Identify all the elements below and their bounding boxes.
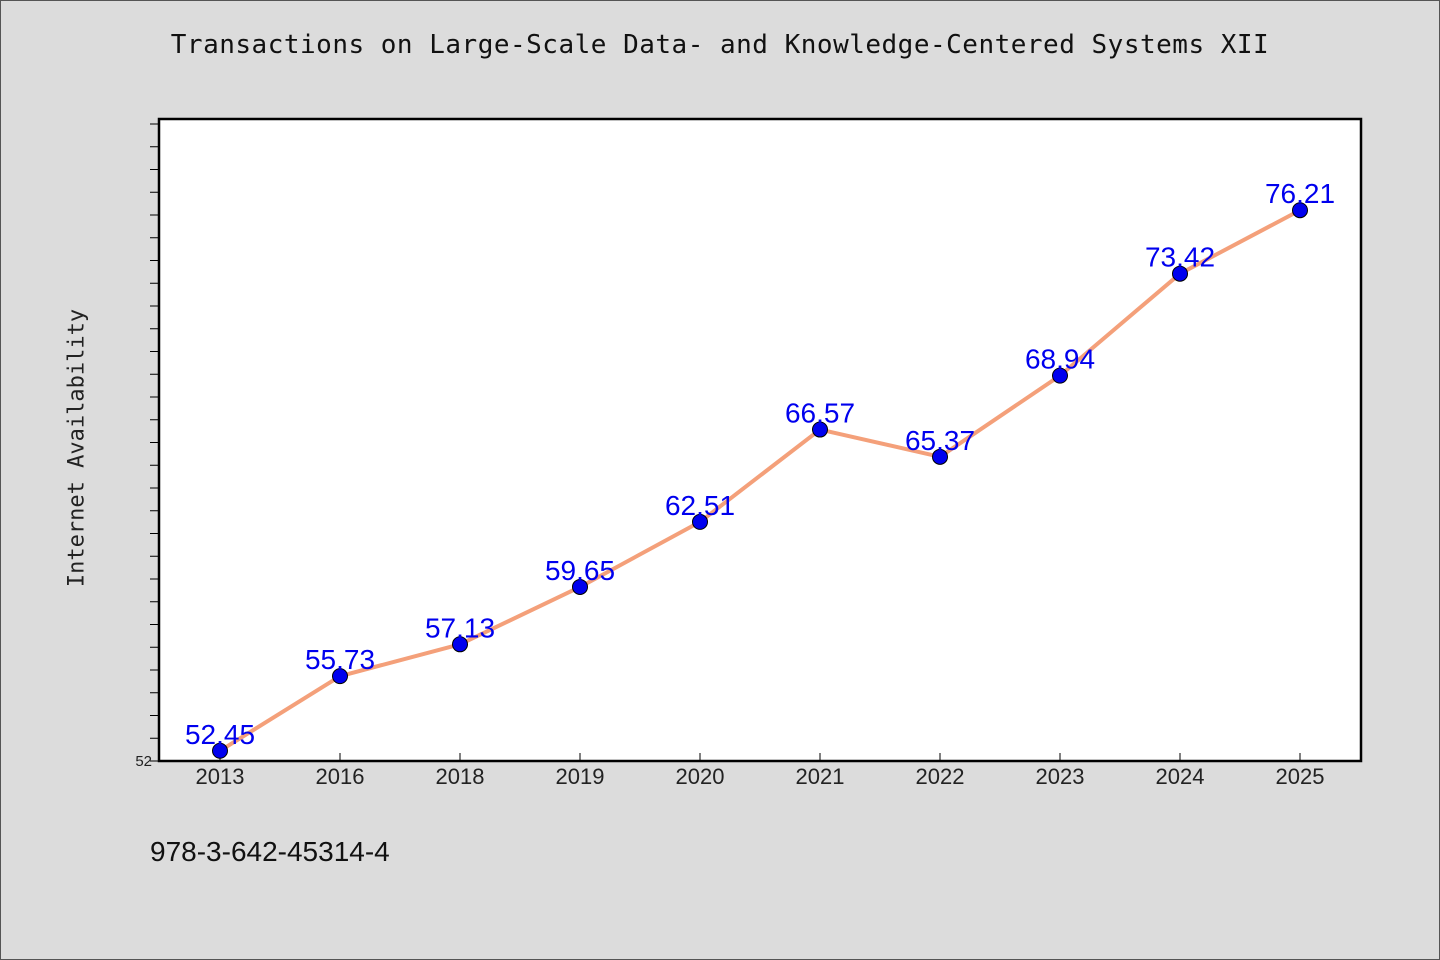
data-label: 59.65 [545, 555, 615, 586]
series-line [218, 208, 1302, 753]
y-tick-label: 52 [135, 753, 152, 770]
data-label: 62.51 [665, 490, 735, 521]
data-point [452, 636, 468, 653]
chart-title: Transactions on Large-Scale Data- and Kn… [170, 30, 1270, 60]
data-point [332, 668, 348, 685]
data-point [1052, 367, 1068, 384]
data-label: 55.73 [305, 644, 375, 675]
data-label: 52.45 [185, 719, 255, 750]
data-label: 65.37 [905, 425, 975, 456]
x-tick-label: 2019 [556, 764, 605, 789]
data-point [932, 448, 948, 465]
plot-area [157, 117, 1363, 763]
data-label: 73.42 [1145, 242, 1215, 273]
x-tick-label: 2022 [916, 764, 965, 789]
x-tick-label: 2013 [196, 764, 245, 789]
data-point [692, 513, 708, 530]
data-point [212, 742, 228, 759]
data-point [812, 421, 828, 438]
data-label: 57.13 [425, 612, 495, 643]
data-point [1172, 265, 1188, 282]
data-point [572, 578, 588, 595]
data-label: 68.94 [1025, 344, 1095, 375]
x-tick-label: 2016 [316, 764, 365, 789]
data-label: 76.21 [1265, 178, 1335, 209]
x-tick-label: 2021 [796, 764, 845, 789]
isbn-text: 978-3-642-45314-4 [150, 836, 390, 867]
x-tick-label: 2024 [1156, 764, 1205, 789]
x-axis-ticks: 2013 2016 2018 2019 2020 2021 2022 2023 2024 2025 [196, 753, 1325, 789]
y-axis-ticks: 52 [135, 123, 159, 770]
x-tick-label: 2025 [1276, 764, 1325, 789]
x-tick-label: 2023 [1036, 764, 1085, 789]
series-layer: 52.45 55.73 57.13 59.65 62.51 66.57 65.37 68.94… [185, 178, 1335, 759]
x-tick-label: 2018 [436, 764, 485, 789]
x-tick-label: 2020 [676, 764, 725, 789]
data-point [1292, 202, 1308, 219]
data-label: 66.57 [785, 398, 855, 429]
